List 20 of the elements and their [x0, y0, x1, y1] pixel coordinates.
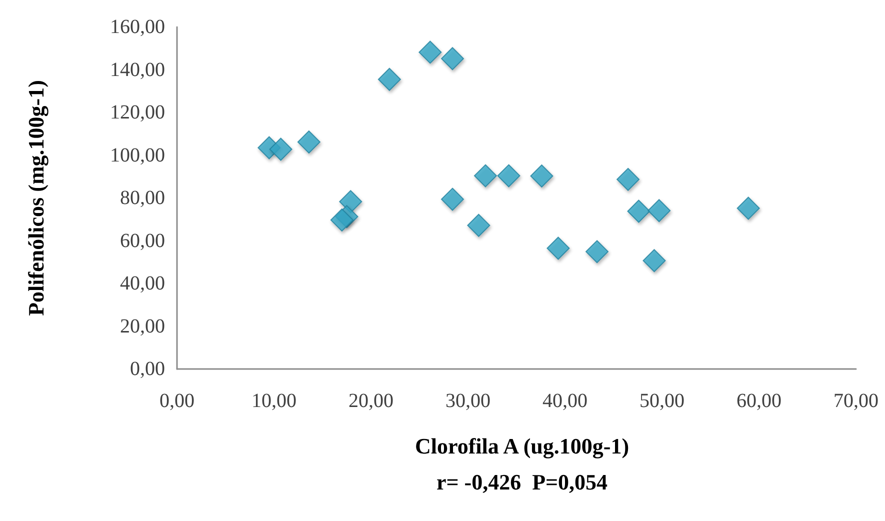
x-tick-label: 30,00	[446, 390, 490, 412]
y-tick-label: 40,00	[120, 272, 165, 294]
y-axis-title: Polifenólicos (mg.100g-1)	[24, 80, 48, 316]
y-tick-label: 20,00	[120, 315, 165, 338]
x-tick-label: 60,00	[736, 390, 782, 412]
x-axis-title: Clorofila A (ug.100g-1)	[414, 434, 630, 458]
x-tick-label: 20,00	[348, 390, 394, 412]
y-tick-label: 120,00	[110, 102, 165, 124]
x-tick-label: 40,00	[542, 390, 588, 412]
x-tick-label: 50,00	[640, 390, 684, 412]
x-tick-label: 10,00	[252, 390, 296, 412]
y-tick-label: 80,00	[120, 187, 165, 209]
y-tick-label: 0,00	[130, 358, 165, 380]
y-tick-label: 140,00	[110, 58, 165, 81]
y-tick-label: 160,00	[110, 16, 165, 38]
y-tick-label: 100,00	[110, 144, 165, 166]
y-tick-label: 60,00	[120, 230, 165, 252]
x-tick-label: 70,00	[834, 390, 878, 412]
x-tick-label: 0,00	[160, 390, 194, 412]
text: r= -0,426 P=0,054	[436, 470, 608, 494]
